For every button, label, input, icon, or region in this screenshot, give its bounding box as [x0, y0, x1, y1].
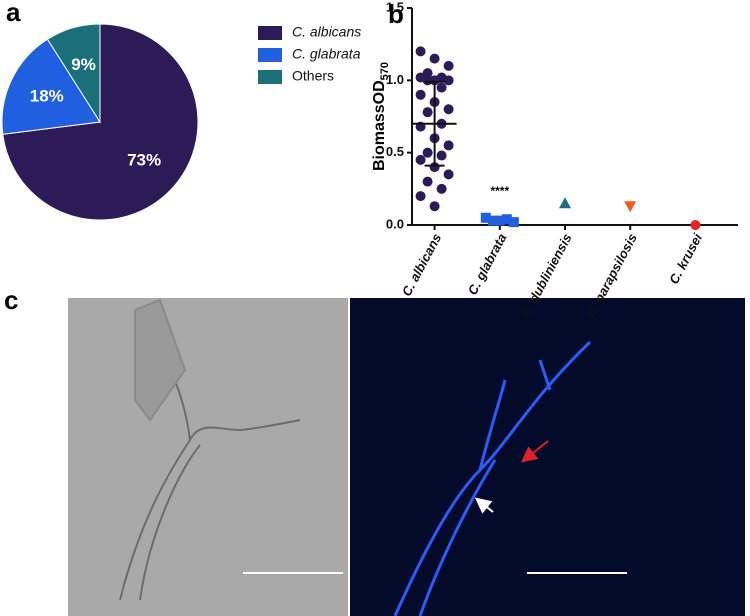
value-label: 18% — [30, 86, 64, 105]
data-point — [422, 107, 433, 118]
brightfield-image — [68, 298, 348, 616]
data-point — [443, 140, 454, 151]
data-point — [494, 215, 505, 226]
y-axis-label-sub: 570 — [379, 62, 391, 80]
legend-label: C. glabrata — [292, 46, 361, 62]
legend-label: C. albicans — [292, 24, 361, 40]
fluorescent-hyphae — [393, 340, 592, 616]
value-label: 9% — [71, 55, 96, 74]
annotation: **** — [490, 184, 509, 198]
data-point — [443, 104, 454, 115]
data-point — [429, 201, 440, 212]
fluorescence-image — [350, 298, 745, 616]
data-point — [415, 191, 426, 202]
data-point — [443, 75, 454, 86]
y-axis-label-main: BiomassOD — [371, 80, 388, 171]
data-point — [508, 217, 519, 228]
panel-label: a — [6, 0, 21, 27]
data-point — [436, 183, 447, 194]
legend-swatch — [258, 26, 282, 40]
data-point — [422, 147, 433, 158]
hyphae — [119, 298, 301, 601]
y-tick-label: 0.5 — [386, 144, 404, 159]
data-point — [443, 169, 454, 180]
data-point — [436, 82, 447, 93]
data-point — [436, 150, 447, 161]
panel-label: b — [388, 0, 404, 29]
data-point — [690, 220, 701, 230]
data-point — [624, 201, 637, 213]
data-point — [480, 212, 491, 223]
data-point — [559, 197, 571, 209]
x-tick-label: C. albicans — [399, 231, 444, 299]
data-point — [415, 89, 426, 100]
y-tick-label: 0.0 — [386, 216, 404, 231]
pie-slice — [46, 23, 101, 124]
image-panel — [68, 298, 745, 616]
y-tick-label: 1.5 — [386, 0, 404, 14]
value-label: 73% — [127, 150, 161, 169]
panel-label: c — [4, 285, 18, 315]
y-axis-label: BiomassOD570 — [371, 62, 391, 171]
data-point — [429, 75, 440, 86]
pie-slice — [1, 38, 101, 135]
x-tick-label: C. glabrata — [465, 231, 510, 297]
x-tick-label: C. krusei — [666, 231, 705, 287]
white-arrow — [474, 497, 494, 514]
legend-label: Others — [292, 68, 334, 84]
data-point — [422, 176, 433, 187]
data-point — [429, 162, 440, 173]
data-point — [443, 60, 454, 71]
data-point — [415, 46, 426, 57]
legend-swatch — [258, 70, 282, 84]
legend-swatch — [258, 48, 282, 62]
y-tick-label: 1.0 — [386, 72, 404, 87]
data-point — [501, 214, 512, 225]
data-point — [429, 53, 440, 64]
red-arrow — [520, 440, 549, 463]
data-point — [415, 154, 426, 165]
data-point — [487, 215, 498, 226]
data-point — [422, 75, 433, 86]
